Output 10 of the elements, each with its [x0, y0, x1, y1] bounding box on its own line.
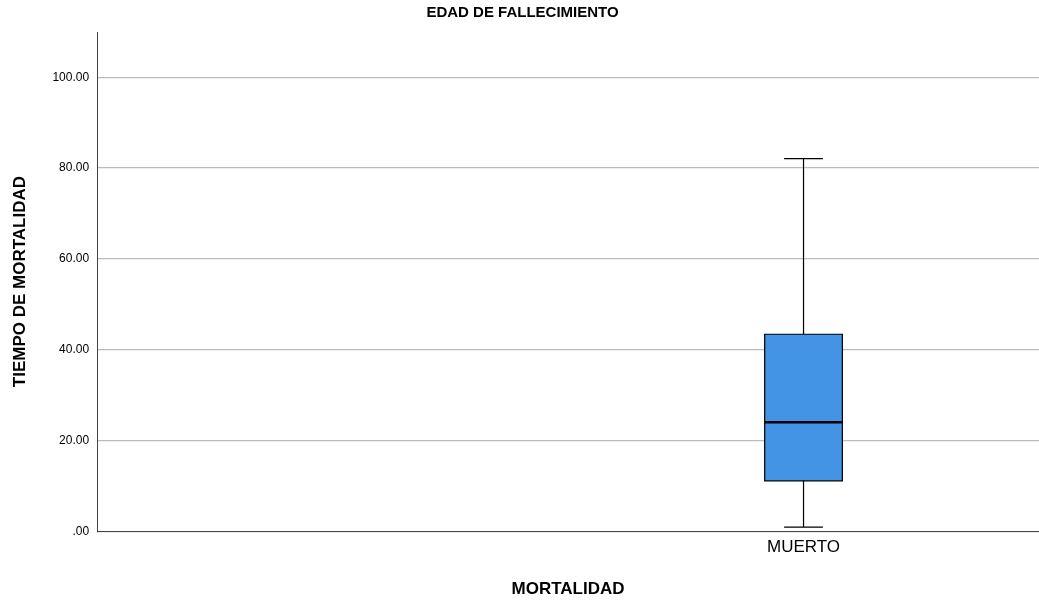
y-tick-label: 20.00 — [59, 432, 90, 447]
y-tick-label: 40.00 — [59, 341, 90, 356]
y-tick-label: .00 — [72, 523, 90, 538]
y-tick-label: 60.00 — [59, 251, 90, 266]
x-tick-label: MUERTO — [767, 537, 841, 557]
y-tick-label: 80.00 — [59, 160, 90, 175]
y-axis-title: TIEMPO DE MORTALIDAD — [9, 175, 29, 388]
chart-title: EDAD DE FALLECIMIENTO — [426, 3, 619, 21]
x-axis-title: MORTALIDAD — [511, 579, 625, 599]
y-tick-label: 100.00 — [52, 69, 90, 84]
